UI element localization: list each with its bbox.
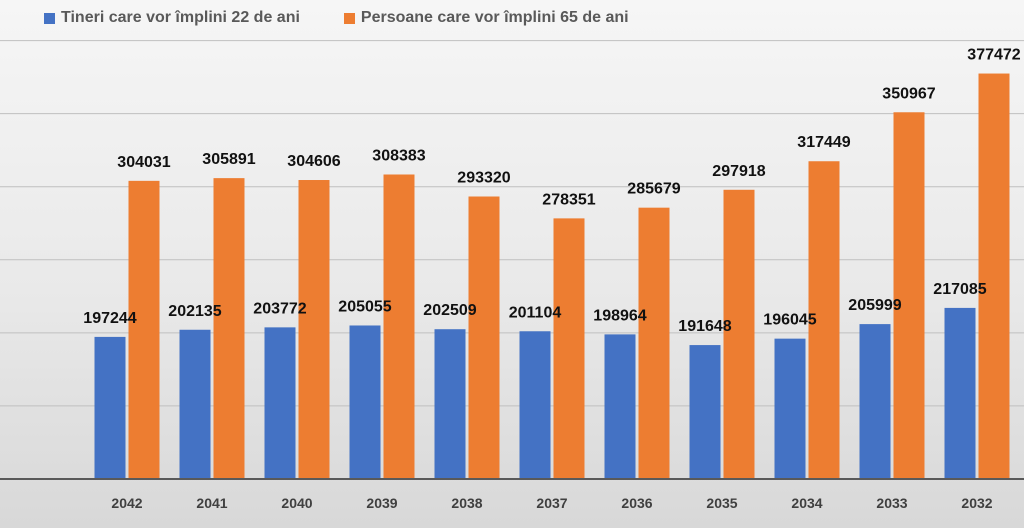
data-label-young: 205055: [338, 298, 391, 315]
bar-seniors: [723, 189, 755, 479]
bar-young: [944, 307, 976, 479]
data-label-seniors: 297918: [712, 163, 765, 180]
data-label-seniors: 278351: [542, 191, 595, 208]
data-label-seniors: 350967: [882, 85, 935, 102]
bar-young: [774, 338, 806, 479]
bar-young: [519, 331, 551, 479]
x-tick-label: 2041: [196, 495, 227, 511]
bar-young: [349, 325, 381, 479]
data-label-young: 191648: [678, 318, 731, 335]
data-label-seniors: 317449: [797, 134, 850, 151]
data-label-young: 202135: [168, 303, 221, 320]
data-label-young: 198964: [593, 307, 646, 324]
legend-label-young: Tineri care vor împlini 22 de ani: [61, 9, 300, 26]
data-label-young: 197244: [83, 310, 136, 327]
data-label-young: 217085: [933, 281, 986, 298]
data-label-seniors: 304606: [287, 153, 340, 170]
bar-seniors: [128, 180, 160, 479]
bar-young: [179, 329, 211, 479]
x-tick-label: 2040: [281, 495, 312, 511]
bar-seniors: [978, 73, 1010, 480]
gridlines: [0, 40, 1024, 407]
data-label-seniors: 377472: [967, 47, 1020, 64]
bars: [94, 73, 1010, 480]
bar-young: [604, 334, 636, 479]
data-label-seniors: 308383: [372, 147, 425, 164]
x-tick-label: 2032: [961, 495, 992, 511]
data-labels: 197244 304031 202135 305891 203772 304606 2050…: [83, 47, 1020, 336]
bar-seniors: [383, 174, 415, 479]
data-label-young: 202509: [423, 302, 476, 319]
x-tick-label: 2034: [791, 495, 822, 511]
legend-swatch-seniors: [343, 12, 355, 24]
data-label-seniors: 285679: [627, 181, 680, 198]
x-tick-label: 2035: [706, 495, 737, 511]
legend-item-seniors: Persoane care vor împlini 65 de ani: [343, 9, 629, 27]
bar-young: [94, 336, 126, 479]
bar-seniors: [808, 161, 840, 479]
data-label-young: 201104: [509, 304, 562, 321]
bar-seniors: [298, 180, 330, 479]
bar-seniors: [553, 218, 585, 479]
bar-young: [434, 329, 466, 479]
bar-young: [264, 327, 296, 479]
legend-item-young: Tineri care vor împlini 22 de ani: [44, 9, 300, 27]
bar-seniors: [213, 178, 245, 479]
data-label-seniors: 293320: [457, 170, 510, 187]
data-label-young: 196045: [763, 312, 816, 329]
bar-seniors: [468, 196, 500, 479]
legend-label-seniors: Persoane care vor împlini 65 de ani: [360, 9, 629, 26]
bar-seniors: [638, 207, 670, 479]
data-label-young: 203772: [253, 300, 306, 317]
legend-swatch-young: [44, 12, 55, 24]
x-tick-label: 2042: [111, 495, 142, 511]
data-label-young: 205999: [848, 297, 901, 314]
x-tick-label: 2038: [451, 495, 482, 511]
legend: Tineri care vor împlini 22 de ani Persoa…: [44, 9, 673, 27]
x-tick-label: 2037: [536, 495, 567, 511]
x-tick-label: 2039: [366, 495, 397, 511]
x-tick-label: 2036: [621, 495, 652, 511]
x-axis-ticks: 2042 2041 2040 2039 2038 2037 2036 2035 2034 2033…: [111, 495, 992, 511]
data-label-seniors: 305891: [202, 151, 255, 168]
bar-young: [689, 345, 721, 479]
x-tick-label: 2033: [876, 495, 907, 511]
bar-young: [859, 324, 891, 479]
data-label-seniors: 304031: [117, 154, 170, 171]
bar-seniors: [893, 112, 925, 480]
